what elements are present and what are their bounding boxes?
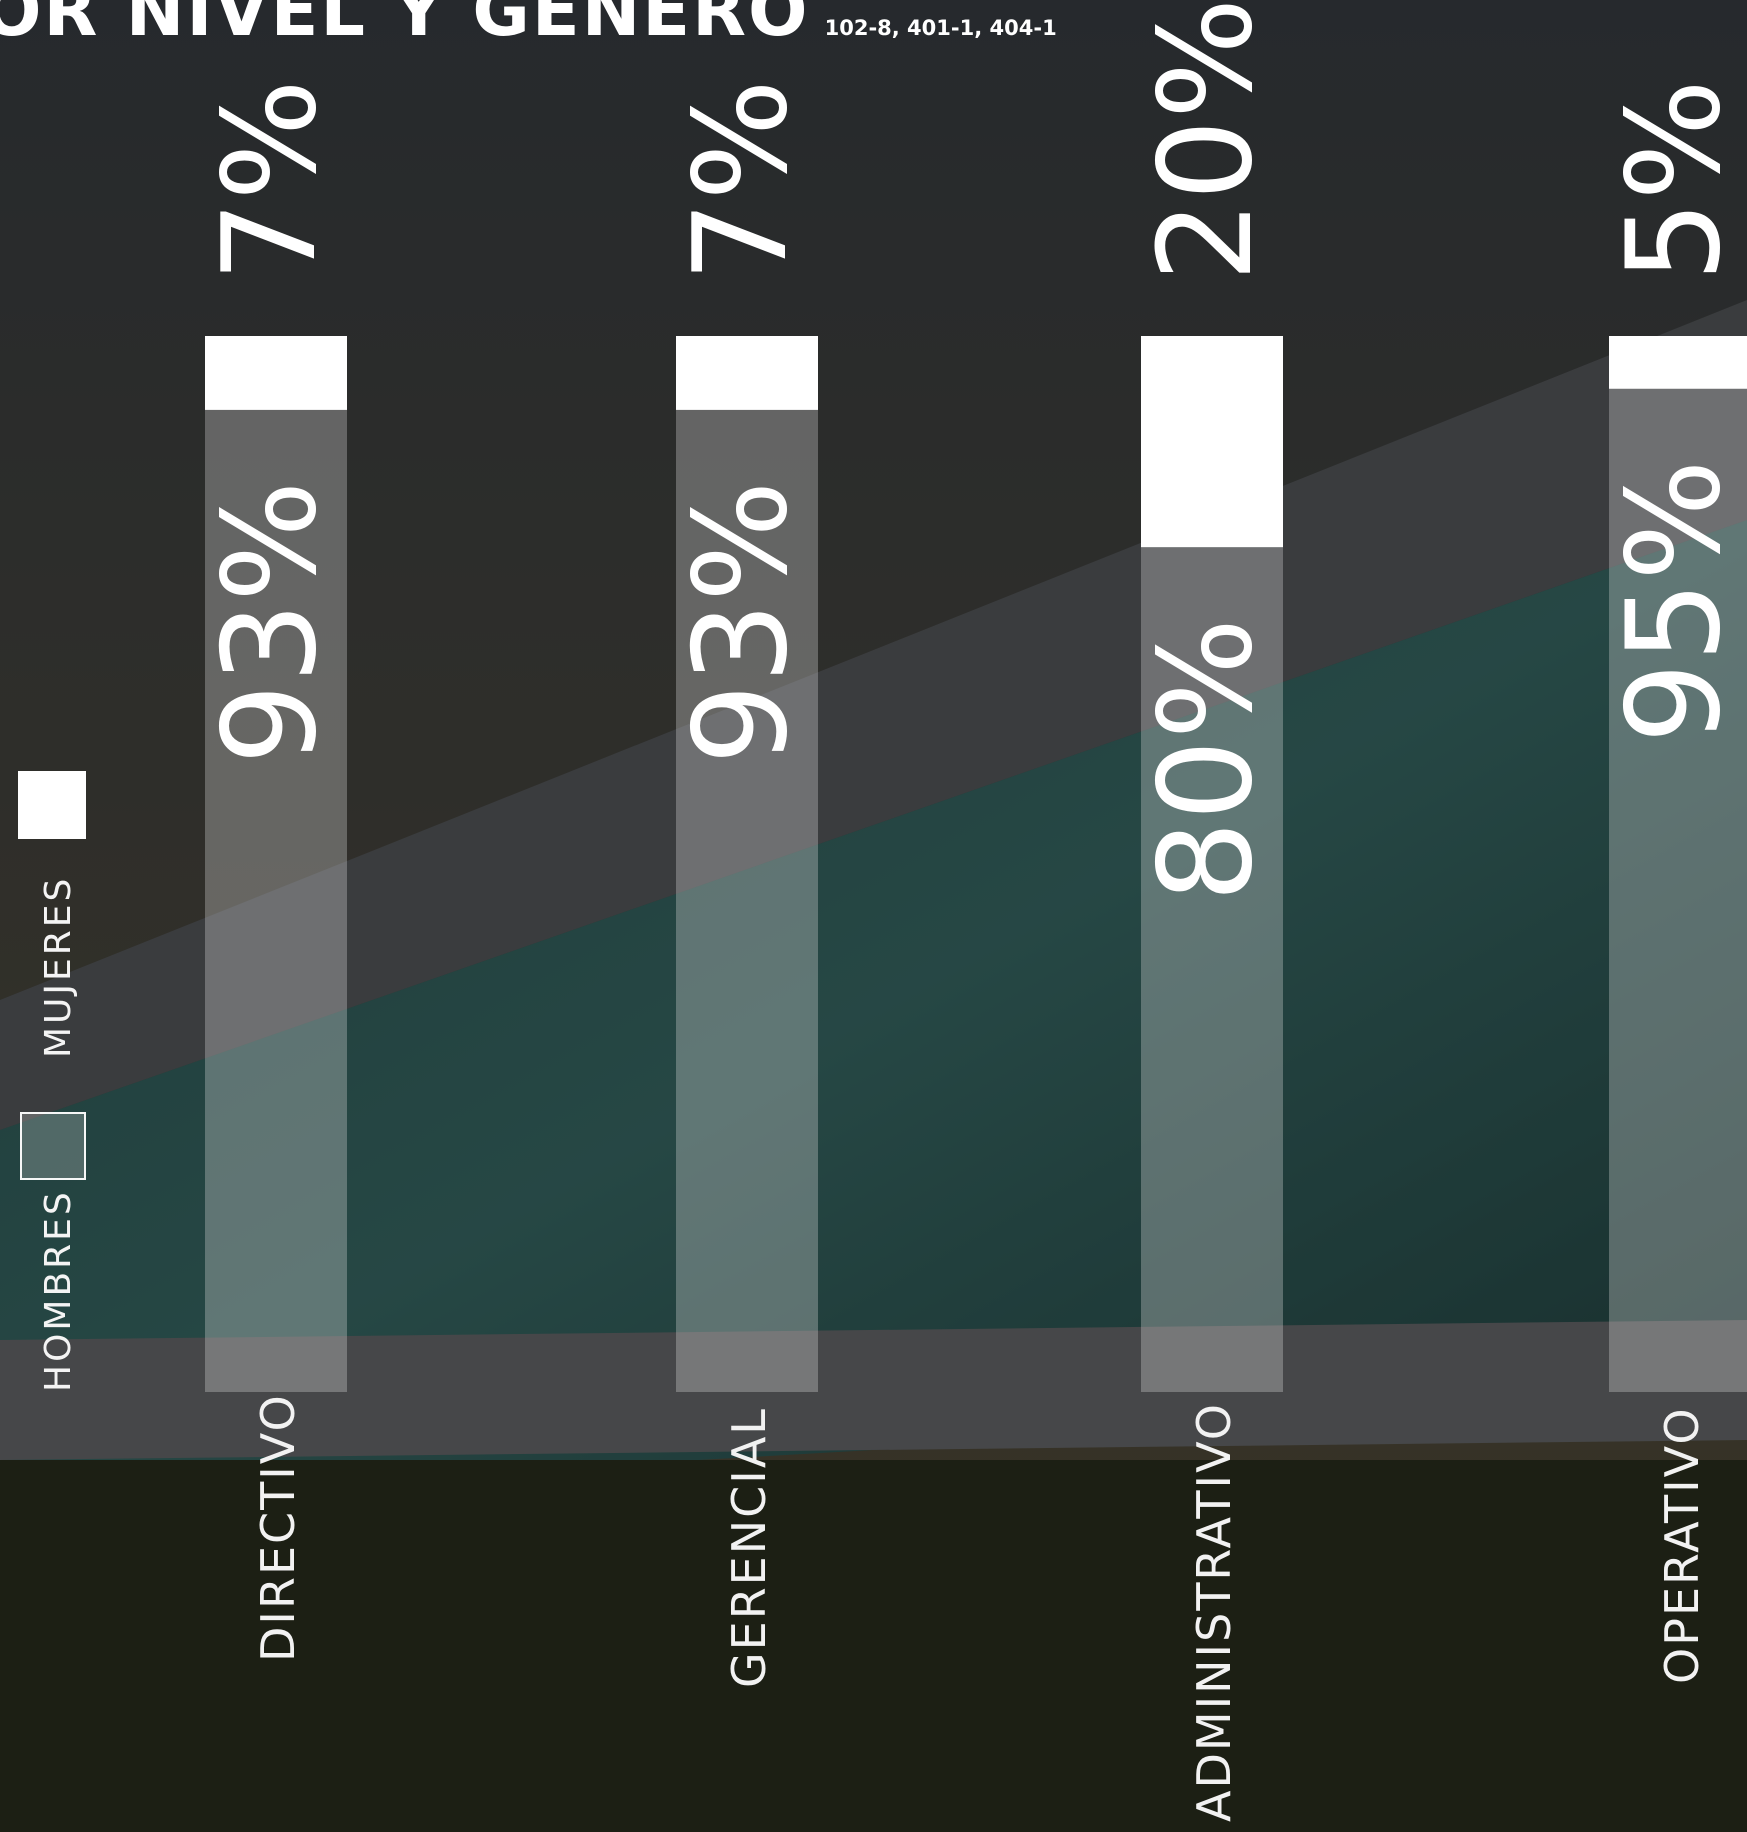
value-label-women-directivo: 7% [196, 79, 345, 282]
value-label-women-administrativo: 20% [1132, 0, 1281, 282]
category-label-gerencial: GERENCIAL [722, 1407, 776, 1688]
category-label-operativo: OPERATIVO [1655, 1406, 1709, 1684]
bar-men-directivo [205, 409, 347, 1392]
value-label-men-directivo: 93% [196, 480, 345, 765]
bar-men-administrativo [1141, 547, 1283, 1392]
category-label-directivo: DIRECTIVO [251, 1393, 305, 1662]
category-label-administrativo: ADMINISTRATIVO [1187, 1402, 1241, 1822]
bar-women-operativo [1609, 336, 1747, 389]
bar-men-operativo [1609, 388, 1747, 1392]
bar-men-gerencial [676, 409, 818, 1392]
legend-swatch-men [20, 1112, 86, 1180]
value-label-men-administrativo: 80% [1132, 618, 1281, 903]
chart-title-text: OR NIVEL Y GÉNERO [0, 0, 810, 52]
value-label-men-gerencial: 93% [667, 480, 816, 765]
value-label-women-gerencial: 7% [667, 79, 816, 282]
bar-women-gerencial [676, 336, 818, 410]
chart-title: OR NIVEL Y GÉNERO 102-8, 401-1, 404-1 [0, 0, 1057, 52]
gri-reference-codes: 102-8, 401-1, 404-1 [824, 16, 1057, 40]
bar-women-directivo [205, 336, 347, 410]
value-label-women-operativo: 5% [1600, 79, 1747, 282]
legend-swatch-women [18, 771, 86, 839]
value-label-men-operativo: 95% [1600, 459, 1747, 744]
bar-women-administrativo [1141, 336, 1283, 548]
